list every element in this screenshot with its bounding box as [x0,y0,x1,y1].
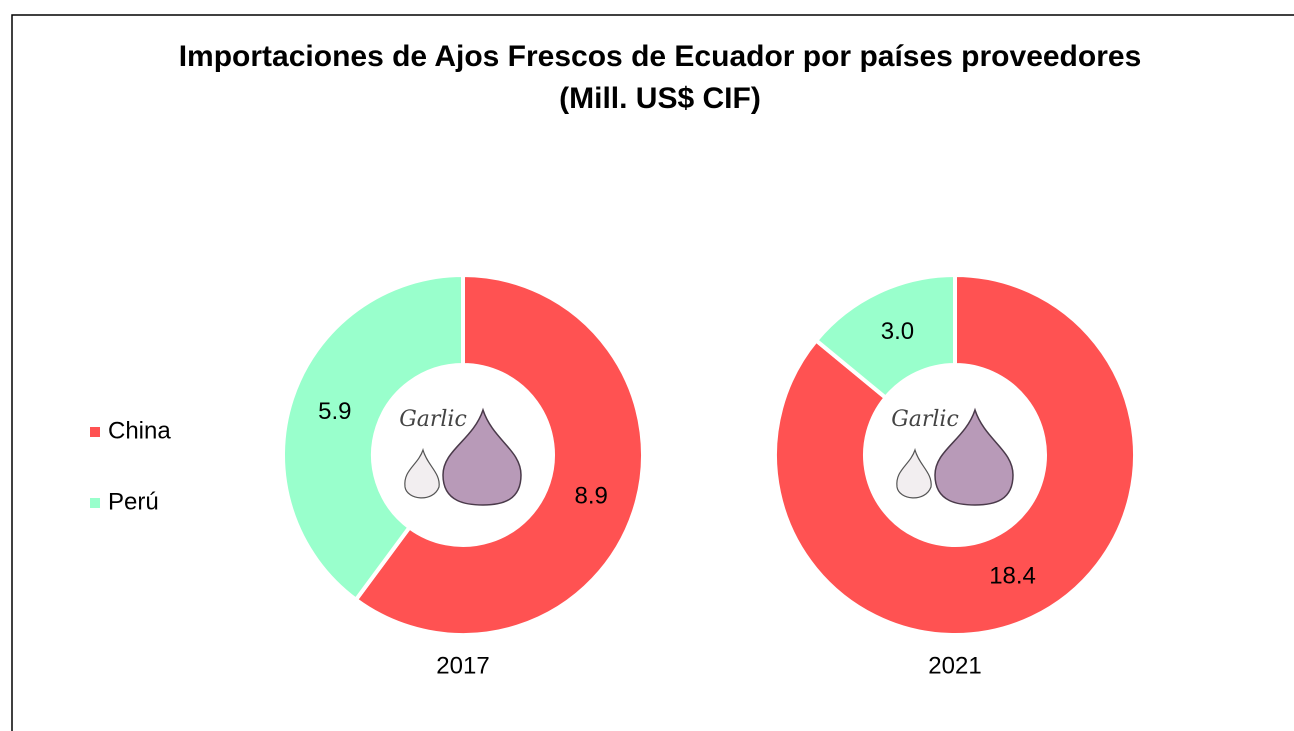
garlic-clove [896,447,932,499]
donut-slice [281,272,465,603]
garlic-clove [404,447,440,499]
value-label: 5.9 [318,398,351,425]
chart-title: Importaciones de Ajos Frescos de Ecuador… [179,40,1142,73]
image-text: Garlic [399,407,467,432]
value-label: 8.9 [575,483,608,510]
legend-label: Perú [108,488,159,515]
garlic-bulb [442,407,522,506]
value-label: 18.4 [989,562,1036,589]
garlic-image: Garlic [891,407,1014,506]
donut-slice [813,272,957,401]
legend-swatch [90,498,100,508]
garlic-image: Garlic [399,407,522,506]
donut-label: 2017 [436,652,489,679]
donut-slice [353,272,645,637]
garlic-bulb [934,407,1014,506]
image-text: Garlic [891,407,959,432]
chart-subtitle: (Mill. US$ CIF) [559,82,761,115]
value-label: 3.0 [881,318,914,345]
legend-swatch [90,427,100,437]
legend-label: China [108,417,171,444]
donut-label: 2021 [928,652,981,679]
donut-slice [773,272,1137,637]
